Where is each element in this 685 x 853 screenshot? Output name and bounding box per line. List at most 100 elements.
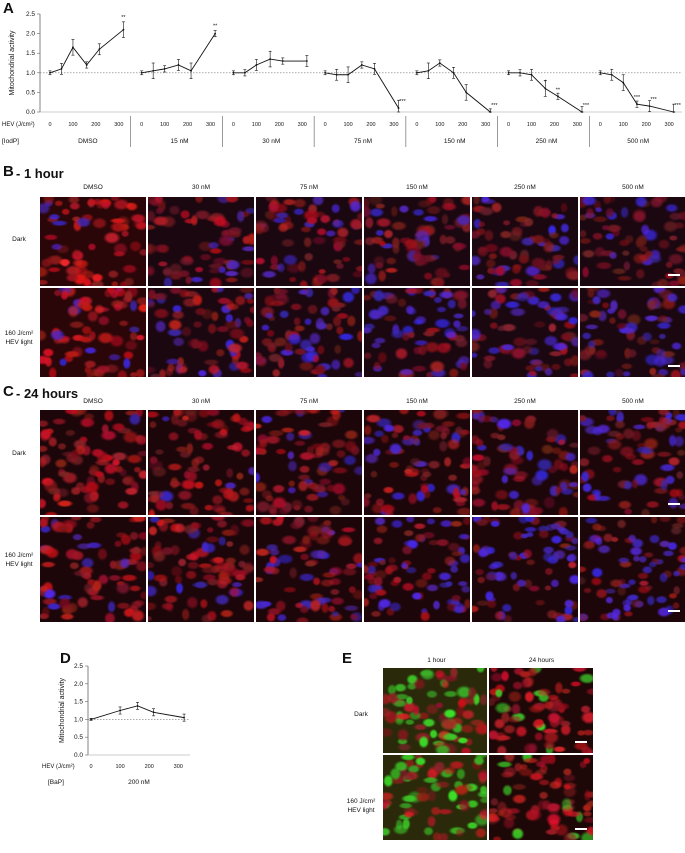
panel-a-series-line: [325, 64, 399, 109]
panel-a-point: [465, 91, 468, 94]
panel-d-y-tick-label: 1.0: [74, 716, 83, 723]
panel-a-x-tick-label: 300: [206, 122, 215, 128]
panel-b-col-2: 75 nM: [299, 184, 319, 191]
panel-b-col-1: 30 nM: [191, 184, 211, 191]
panel-b-letter: B: [3, 163, 14, 180]
panel-c-micrograph: [148, 410, 254, 515]
panel-a-point: [438, 62, 441, 64]
panel-a-significance: ***: [634, 95, 641, 101]
panel-a-x-tick-label: 300: [481, 122, 490, 128]
panel-a-point: [360, 64, 363, 66]
panel-e-row-dark: Dark: [354, 711, 368, 718]
panel-a-point: [163, 67, 166, 70]
panel-d-x-tick-label: 0: [89, 764, 92, 770]
panel-d-y-tick-label: 2.5: [74, 663, 83, 670]
panel-a-x-tick-label: 200: [550, 122, 559, 128]
panel-a-hev-label: HEV (J/cm²): [2, 122, 35, 128]
panel-a-x-tick-label: 200: [275, 122, 284, 128]
panel-b-col-3: 150 nM: [406, 184, 428, 191]
panel-a-point: [85, 64, 88, 66]
panel-a-significance: **: [213, 23, 218, 29]
panel-a-x-tick-label: 0: [140, 122, 143, 128]
panel-d-point: [90, 718, 92, 721]
panel-d-x-tick-label: 200: [145, 764, 154, 770]
panel-a-x-tick-label: 100: [160, 122, 169, 128]
panel-c-letter: C: [3, 383, 14, 400]
panel-a-y-tick-label: 1.5: [26, 50, 35, 57]
panel-a-point: [98, 48, 101, 51]
panel-a-point: [557, 95, 559, 98]
panel-a-point: [397, 107, 400, 109]
panel-b-micrograph: [40, 288, 146, 377]
panel-a-significance: ***: [650, 97, 657, 103]
panel-b-micrograph: [256, 197, 362, 286]
panel-a-group-label: 75 nM: [354, 138, 372, 145]
panel-c-micrograph: [580, 517, 685, 622]
panel-d-x-tick-label: 300: [174, 764, 183, 770]
panel-a-point: [599, 71, 602, 74]
panel-d-point: [183, 716, 185, 719]
panel-a-point: [610, 73, 613, 76]
panel-c-micrograph: [472, 517, 578, 622]
panel-a-y-label: Mitochondrial activity: [9, 30, 16, 95]
panel-a-group-label: 250 nM: [536, 138, 558, 145]
panel-d-point: [119, 709, 121, 712]
panel-a-conc-label: [IodP]: [2, 138, 19, 145]
panel-a-point: [305, 60, 308, 62]
scale-bar: [668, 365, 680, 367]
panel-c-micrograph: [472, 410, 578, 515]
panel-b-micrograph: [580, 197, 685, 286]
scale-bar: [668, 610, 680, 612]
panel-e-col-24h: 24 hours: [528, 657, 555, 664]
panel-a-significance: ***: [399, 99, 406, 105]
panel-c-row-light: 160 J/cm² HEV light: [0, 552, 38, 570]
panel-c-col-3: 150 nM: [406, 398, 428, 405]
panel-b-micrograph: [364, 197, 470, 286]
panel-a-point: [244, 71, 246, 74]
panel-a-point: [427, 69, 430, 72]
panel-a-point: [140, 71, 143, 74]
panel-a-x-tick-label: 300: [665, 122, 674, 128]
panel-a-point: [415, 71, 418, 74]
panel-a-x-tick-label: 200: [91, 122, 100, 128]
panel-c-title: - 24 hours: [16, 386, 79, 401]
panel-a-group-label: DMSO: [78, 138, 98, 145]
panel-d-y-tick-label: 0.0: [74, 752, 83, 759]
panel-a-series-line: [233, 58, 307, 74]
panel-a-x-tick-label: 100: [619, 122, 628, 128]
panel-c-col-5: 500 nM: [622, 398, 644, 405]
panel-a-x-tick-label: 100: [252, 122, 261, 128]
panel-b-micrograph: [472, 288, 578, 377]
panel-c-micrograph: [364, 410, 470, 515]
panel-a-point: [152, 69, 155, 72]
panel-a-significance: ***: [583, 103, 590, 109]
panel-a-x-tick-label: 100: [343, 122, 352, 128]
panel-c-row-dark: Dark: [12, 450, 26, 457]
panel-a-x-tick-label: 0: [48, 122, 51, 128]
panel-a-x-tick-label: 300: [573, 122, 582, 128]
panel-a-point: [335, 73, 338, 76]
panel-a-significance: *: [544, 79, 547, 85]
panel-c-micrograph: [256, 517, 362, 622]
panel-e-micrograph: [489, 755, 593, 840]
panel-a-y-tick-label: 0.5: [26, 89, 35, 96]
panel-a-point: [672, 111, 675, 113]
panel-b-row-dark: Dark: [12, 236, 26, 243]
panel-a-y-tick-label: 2.0: [26, 31, 35, 38]
panel-d-chart: 0.0 0.5 1.0 1.5 2.0 2.5 Mitochondrial activity…: [42, 663, 190, 786]
panel-c-micrograph: [40, 517, 146, 622]
panel-a-x-tick-label: 0: [232, 122, 235, 128]
panel-b-micrograph: [148, 288, 254, 377]
panel-b-micrograph: [40, 197, 146, 286]
panel-a-group-label: 15 nM: [171, 138, 189, 145]
panel-c-row-light-line1: 160 J/cm²: [4, 552, 34, 559]
panel-d-y-label: Mitochondrial activity: [59, 678, 66, 743]
panel-d-y-tick-label: 2.0: [74, 681, 83, 688]
scale-bar: [668, 503, 680, 505]
panel-b-micrograph: [364, 288, 470, 377]
panel-a-point: [72, 46, 74, 49]
panel-a-x-tick-label: 200: [642, 122, 651, 128]
panel-e-row-light-line1: 160 J/cm²: [346, 798, 376, 805]
panel-a-series-line: [600, 72, 674, 113]
panel-a-point: [530, 73, 533, 76]
